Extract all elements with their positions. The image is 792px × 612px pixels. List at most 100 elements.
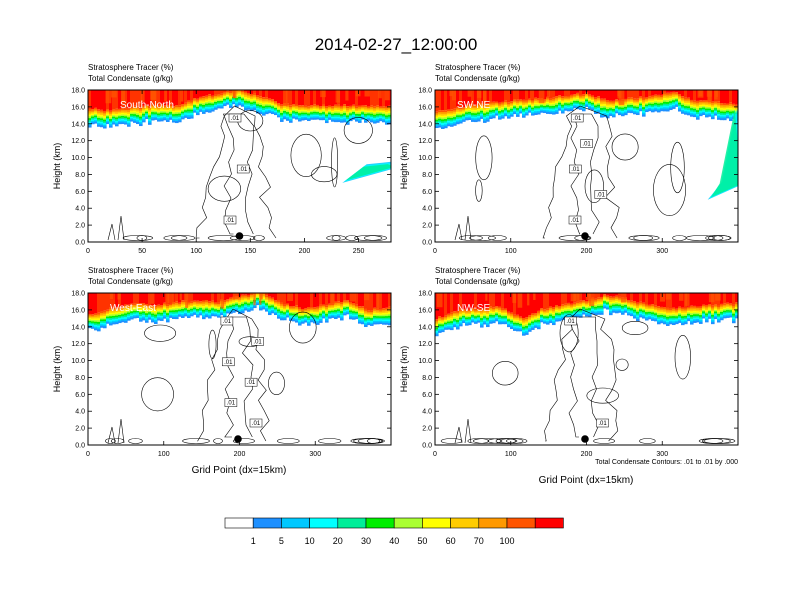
y-tick-label: 0.0 xyxy=(75,240,85,247)
svg-text:.01: .01 xyxy=(239,167,248,173)
y-axis-label: Height (km) xyxy=(399,346,409,393)
svg-text:.01: .01 xyxy=(597,193,606,199)
x-tick-label: 200 xyxy=(299,248,311,255)
y-tick-label: 14.0 xyxy=(418,324,432,331)
y-tick-label: 14.0 xyxy=(71,324,85,331)
y-tick-label: 4.0 xyxy=(422,409,432,416)
x-tick-label: 300 xyxy=(309,451,321,458)
contour-label: .01 xyxy=(249,418,263,428)
panel-name-label: NW-SE xyxy=(457,303,490,314)
y-tick-label: 2.0 xyxy=(422,426,432,433)
panel-name-label: SW-NE xyxy=(457,100,490,111)
location-marker xyxy=(581,435,589,443)
contour-label: .01 xyxy=(570,113,584,123)
x-tick-label: 0 xyxy=(86,248,90,255)
panel-south-north: Stratosphere Tracer (%) Total Condensate… xyxy=(52,63,392,255)
colorbar-tick-label: 5 xyxy=(279,536,284,546)
x-tick-label: 100 xyxy=(190,248,202,255)
colorbar: 1 5 10 20 30 40 50 60 70 100 xyxy=(224,517,564,546)
panel-top-label-1: Stratosphere Tracer (%) xyxy=(88,266,174,275)
contour-footnote: Total Condensate Contours: .01 to .01 by… xyxy=(595,459,738,466)
location-marker xyxy=(235,232,244,240)
colorbar-tick-label: 20 xyxy=(333,536,343,546)
figure-title: 2014-02-27_12:00:00 xyxy=(315,35,478,54)
svg-text:.01: .01 xyxy=(253,339,262,345)
colorbar-tick-label: 60 xyxy=(446,536,456,546)
svg-text:.01: .01 xyxy=(231,116,240,122)
svg-text:.01: .01 xyxy=(582,142,591,148)
contour-label: .01 xyxy=(568,215,582,225)
y-tick-label: 10.0 xyxy=(71,358,85,365)
y-tick-label: 6.0 xyxy=(422,392,432,399)
colorbar-swatch xyxy=(309,517,339,529)
y-tick-label: 18.0 xyxy=(418,88,432,95)
panel-name-label: South-North xyxy=(120,100,174,111)
location-marker xyxy=(581,232,589,240)
contour-label: .01 xyxy=(594,190,608,199)
y-tick-label: 18.0 xyxy=(71,291,85,298)
panel-top-label-1: Stratosphere Tracer (%) xyxy=(88,63,174,72)
y-tick-label: 14.0 xyxy=(71,121,85,128)
y-tick-label: 18.0 xyxy=(418,291,432,298)
x-tick-label: 150 xyxy=(244,248,256,255)
colorbar-tick-label: 100 xyxy=(499,536,514,546)
contour-label: .01 xyxy=(564,316,577,326)
panel-name-label: West-East xyxy=(110,303,156,314)
panel-west-east: Stratosphere Tracer (%) Total Condensate… xyxy=(52,266,392,476)
y-tick-label: 4.0 xyxy=(422,206,432,213)
x-tick-label: 250 xyxy=(353,248,365,255)
x-tick-label: 0 xyxy=(433,451,437,458)
colorbar-swatch xyxy=(281,517,310,529)
x-tick-label: 200 xyxy=(234,451,246,458)
panel-top-label-1: Stratosphere Tracer (%) xyxy=(435,266,521,275)
svg-text:.01: .01 xyxy=(571,167,580,173)
panel-top-label-2: Total Condensate (g/kg) xyxy=(88,277,173,286)
svg-text:.01: .01 xyxy=(252,421,261,427)
svg-text:.01: .01 xyxy=(571,218,580,224)
location-marker xyxy=(234,435,242,443)
colorbar-tick-label: 10 xyxy=(305,536,315,546)
y-tick-label: 12.0 xyxy=(418,138,432,145)
svg-text:.01: .01 xyxy=(223,319,232,325)
y-tick-label: 8.0 xyxy=(422,375,432,382)
y-tick-label: 16.0 xyxy=(71,104,85,111)
plot-frame xyxy=(87,89,392,243)
contour-label: .01 xyxy=(596,418,609,428)
y-tick-label: 14.0 xyxy=(418,121,432,128)
x-tick-label: 100 xyxy=(158,451,170,458)
contour-label: .01 xyxy=(236,164,250,174)
y-tick-label: 10.0 xyxy=(418,358,432,365)
y-tick-label: 10.0 xyxy=(71,155,85,162)
condensate-contours xyxy=(454,105,732,241)
y-tick-label: 8.0 xyxy=(75,172,85,179)
svg-text:.01: .01 xyxy=(566,319,575,325)
colorbar-swatch xyxy=(252,517,282,529)
y-tick-label: 12.0 xyxy=(71,341,85,348)
y-tick-label: 0.0 xyxy=(75,443,85,450)
tracer-field xyxy=(435,90,738,200)
colorbar-swatch xyxy=(422,517,451,529)
tracer-field xyxy=(435,293,738,337)
y-tick-label: 6.0 xyxy=(75,189,85,196)
contour-label: .01 xyxy=(220,316,234,326)
panel-top-label-2: Total Condensate (g/kg) xyxy=(88,74,173,83)
contour-label: .01 xyxy=(224,398,238,407)
y-tick-label: 16.0 xyxy=(418,307,432,314)
y-tick-label: 2.0 xyxy=(75,426,85,433)
y-tick-label: 6.0 xyxy=(75,392,85,399)
svg-text:.01: .01 xyxy=(598,421,607,427)
colorbar-tick-label: 70 xyxy=(474,536,484,546)
y-tick-label: 2.0 xyxy=(75,223,85,230)
y-tick-label: 10.0 xyxy=(418,155,432,162)
colorbar-swatch xyxy=(337,517,367,529)
x-tick-label: 50 xyxy=(138,248,146,255)
panel-top-label-2: Total Condensate (g/kg) xyxy=(435,277,520,286)
colorbar-swatch xyxy=(506,517,536,529)
x-tick-label: 200 xyxy=(581,451,593,458)
y-tick-label: 12.0 xyxy=(418,341,432,348)
svg-text:.01: .01 xyxy=(247,380,256,386)
y-axis-label: Height (km) xyxy=(52,143,62,190)
panel-nw-se: Stratosphere Tracer (%) Total Condensate… xyxy=(399,266,739,486)
x-tick-label: 200 xyxy=(581,248,593,255)
